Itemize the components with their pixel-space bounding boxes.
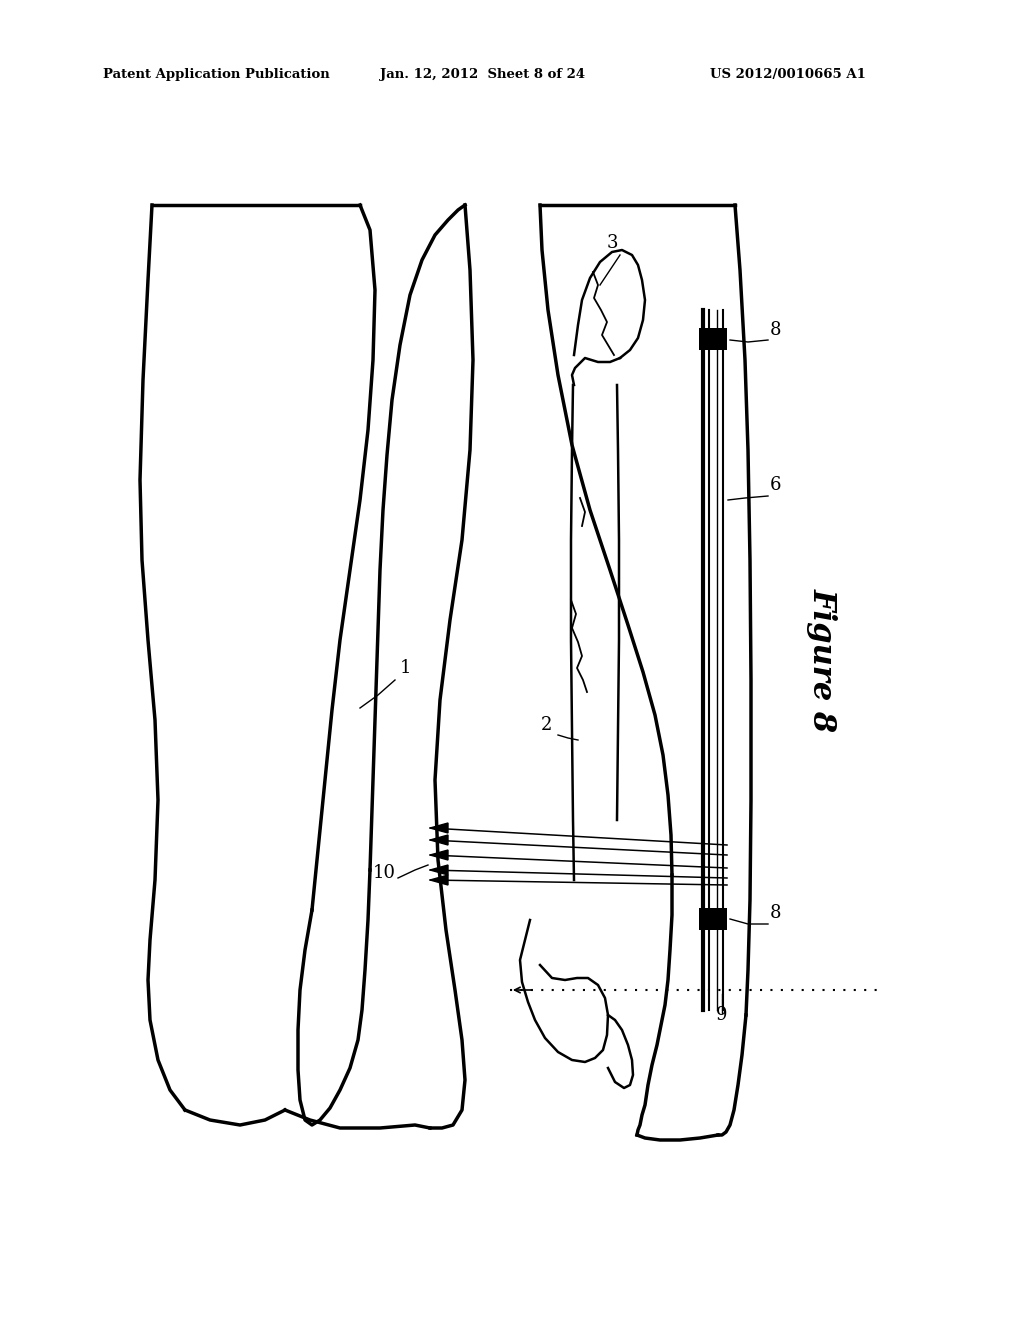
Text: Figure 8: Figure 8 xyxy=(807,587,838,733)
Bar xyxy=(699,908,727,931)
Text: 1: 1 xyxy=(399,659,411,677)
Text: 3: 3 xyxy=(606,234,617,252)
Text: 6: 6 xyxy=(770,477,781,494)
Text: 9: 9 xyxy=(716,1006,728,1024)
Text: 8: 8 xyxy=(770,904,781,921)
Text: Patent Application Publication: Patent Application Publication xyxy=(103,69,330,81)
Text: 2: 2 xyxy=(541,715,552,734)
Polygon shape xyxy=(430,822,449,833)
Polygon shape xyxy=(430,875,449,884)
Bar xyxy=(699,327,727,350)
Polygon shape xyxy=(430,865,449,875)
Polygon shape xyxy=(430,850,449,861)
Text: US 2012/0010665 A1: US 2012/0010665 A1 xyxy=(710,69,866,81)
Polygon shape xyxy=(430,836,449,845)
Text: 10: 10 xyxy=(373,865,396,882)
Text: 8: 8 xyxy=(770,321,781,339)
Text: Jan. 12, 2012  Sheet 8 of 24: Jan. 12, 2012 Sheet 8 of 24 xyxy=(380,69,585,81)
